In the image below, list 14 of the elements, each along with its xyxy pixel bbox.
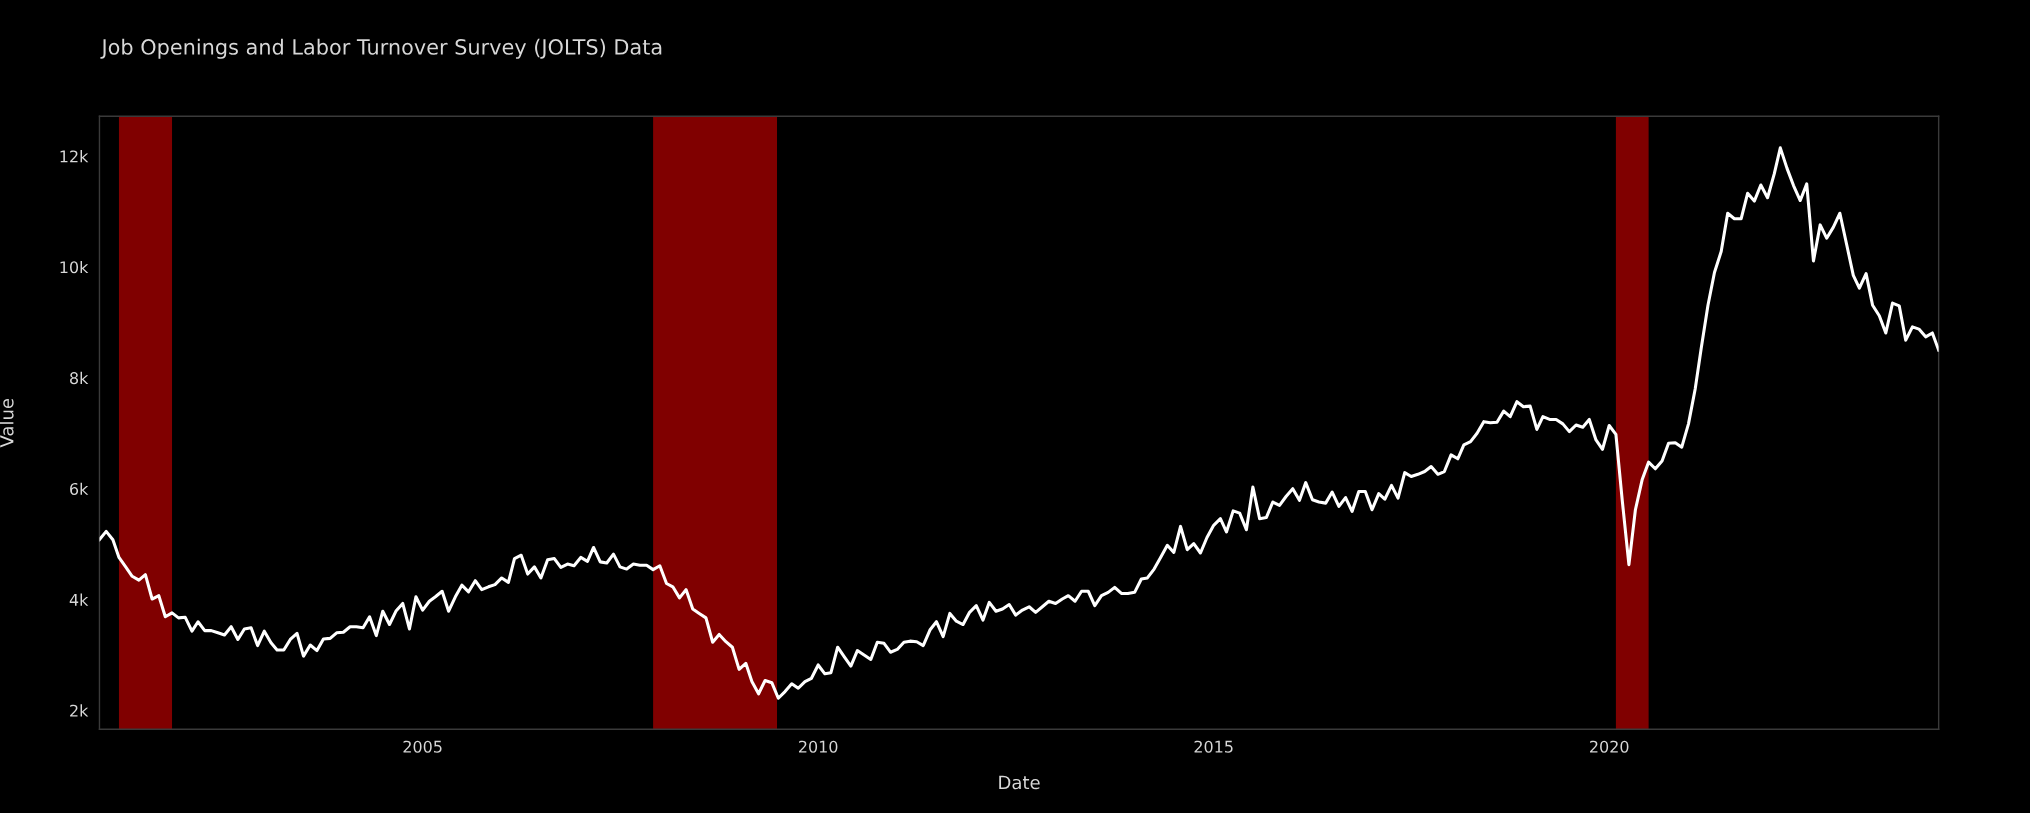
y-tick-label: 12k	[60, 150, 89, 163]
y-tick-label: 6k	[70, 482, 89, 496]
y-axis-title: Value	[0, 398, 14, 448]
x-tick-label: 2005	[403, 740, 442, 753]
x-axis-title: Date	[999, 775, 1040, 790]
line-series	[99, 146, 1939, 700]
y-tick-label: 8k	[70, 371, 89, 385]
chart-title: Job Openings and Labor Turnover Survey (JOLTS) Data	[100, 38, 662, 59]
x-tick-label: 2010	[799, 740, 838, 753]
x-tick-label: 2015	[1194, 740, 1233, 753]
y-tick-label: 2k	[70, 704, 89, 717]
y-tick-label: 4k	[69, 593, 89, 606]
y-tick-label: 10k	[60, 260, 89, 274]
x-tick-label: 2020	[1590, 740, 1629, 753]
